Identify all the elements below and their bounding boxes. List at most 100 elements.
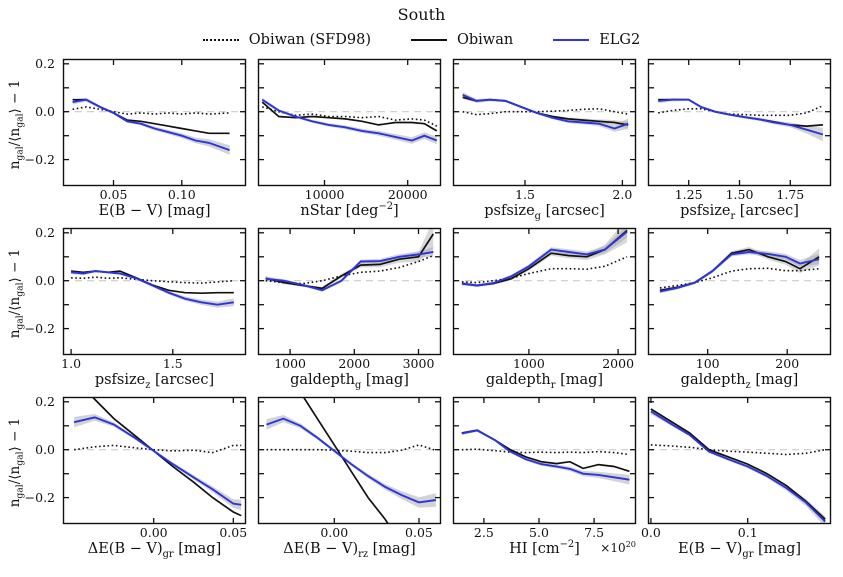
tick-marks	[64, 398, 245, 523]
y-tick-label: 0.2	[35, 224, 55, 240]
elg2-uncertainty-band	[658, 98, 823, 142]
obiwan-sfd98-line	[72, 106, 230, 115]
axes-frame	[62, 58, 247, 187]
x-tick-label: 0.1	[737, 525, 758, 540]
subplot-canvas-psfsize_z	[62, 227, 247, 356]
elg2-line	[462, 94, 629, 130]
subplot-nstar: 10000 20000 nStar [deg−2]	[257, 57, 442, 223]
x-tick-label: 1000	[512, 356, 545, 371]
subplot-canvas-nstar	[257, 58, 442, 187]
axes-frame	[257, 396, 442, 525]
dotted-line-icon	[202, 39, 239, 41]
x-axis-label-ebv: E(B − V) [mag]	[98, 203, 211, 219]
x-axis-label-psfsize_z: psfsizez [arcsec]	[94, 372, 215, 391]
x-axis-label-galdepth_r: galdepthr [mag]	[485, 372, 604, 391]
legend-label-elg2: ELG2	[599, 32, 641, 48]
tick-marks	[649, 60, 830, 185]
subplot-canvas-debv_rz	[257, 396, 442, 525]
obiwan-line	[650, 408, 826, 520]
obiwan-sfd98-line	[659, 267, 820, 289]
figure-title: South	[397, 5, 446, 24]
x-tick-label: 2000	[338, 356, 371, 371]
elg2-uncertainty-band	[74, 414, 242, 511]
subplot-canvas-galdepth_z	[647, 227, 832, 356]
legend-label-sfd98: Obiwan (SFD98)	[248, 32, 371, 48]
axes-frame	[647, 58, 832, 187]
y-tick-label: −0.2	[24, 151, 55, 167]
x-tick-label: 10000	[304, 187, 345, 202]
elg2-uncertainty-band	[262, 97, 437, 145]
elg2-line	[265, 251, 434, 292]
x-tick-label: 7.5	[584, 525, 605, 540]
elg2-uncertainty-band	[71, 269, 234, 308]
x-tick-label: 0.00	[139, 525, 168, 540]
x-tick-label: 1.0	[61, 356, 82, 371]
elg2-line	[650, 410, 826, 523]
subplot-galdepth_r: 1000 2000 galdepthr [mag]	[452, 226, 637, 392]
obiwan-sfd98-line	[266, 444, 437, 454]
x-axis-label-psfsize_r: psfsizer [arcsec]	[680, 203, 799, 222]
x-tick-label: 1000	[274, 356, 306, 371]
x-axis-label-debv_gr: ΔE(B − V)gr [mag]	[87, 541, 222, 560]
y-tick-label: 0.0	[35, 272, 55, 288]
y-tick-label: −0.2	[24, 320, 55, 336]
x-tick-label: 3000	[402, 356, 435, 371]
tick-marks	[64, 229, 245, 354]
subplot-psfsize_g: 1.5 2.0 psfsizeg [arcsec]	[452, 57, 637, 223]
subplot-canvas-ebv	[62, 58, 247, 187]
legend-label-obiwan: Obiwan	[456, 32, 514, 48]
subplot-row-2: 1.0 1.5 psfsizez [arcsec] 0.2 0.0 −0.2 ngal/⟨n…	[6, 226, 843, 392]
obiwan-line	[302, 397, 390, 524]
subplot-canvas-psfsize_g	[452, 58, 637, 187]
tick-marks	[259, 398, 440, 523]
elg2-uncertainty-band	[650, 408, 826, 524]
axes-frame	[647, 227, 832, 356]
axes-frame	[257, 58, 442, 187]
x-axis-label-psfsize_g: psfsizeg [arcsec]	[484, 203, 605, 222]
x-axis-label-hi: HI [cm−2]	[509, 539, 580, 557]
subplot-debv_gr: 0.00 0.05 ΔE(B − V)gr [mag] 0.2 0.0 −0.2 ngal/…	[6, 393, 247, 561]
elg2-line	[73, 416, 242, 506]
y-tick-label: −0.2	[24, 489, 55, 505]
x-axis-label-nstar: nStar [deg−2]	[300, 201, 399, 219]
elg2-line	[461, 230, 628, 287]
x-tick-label: 200	[775, 356, 800, 371]
x-tick-label: 2.0	[612, 187, 633, 202]
subplot-row-3: 0.00 0.05 ΔE(B − V)gr [mag] 0.2 0.0 −0.2 ngal/…	[6, 395, 843, 561]
elg2-uncertainty-band	[461, 228, 628, 287]
x-tick-label: 1.25	[674, 187, 703, 202]
subplot-psfsize_r: 1.25 1.50 1.75 psfsizer [arcsec]	[647, 57, 832, 223]
subplot-canvas-galdepth_r	[452, 227, 637, 356]
elg2-line	[72, 98, 230, 151]
obiwan-line	[91, 397, 242, 517]
subplot-galdepth_g: 1000 2000 3000 galdepthg [mag]	[257, 226, 442, 392]
obiwan-sfd98-line	[261, 106, 438, 127]
subplot-canvas-hi	[452, 396, 637, 525]
x-axis-label-ebv_gr: E(B − V)gr [mag]	[677, 541, 802, 560]
axes-frame	[452, 58, 637, 187]
tick-marks	[649, 398, 830, 523]
elg2-line	[261, 98, 438, 142]
x-tick-label: 0.10	[167, 187, 196, 202]
solid-blue-line-icon	[553, 39, 590, 41]
obiwan-sfd98-line	[73, 444, 242, 454]
elg2-line	[658, 98, 824, 136]
tick-marks	[454, 60, 635, 185]
y-tick-label: 0.2	[35, 393, 55, 409]
axes-frame	[647, 396, 832, 525]
subplot-canvas-psfsize_r	[647, 58, 832, 187]
elg2-uncertainty-band	[266, 415, 436, 508]
x-tick-label: 100	[695, 356, 720, 371]
obiwan-sfd98-line	[461, 256, 628, 284]
axes-frame	[452, 227, 637, 356]
subplot-ebv: 0.05 0.10 E(B − V) [mag] 0.2 0.0 −0.2 ngal/⟨ng…	[6, 55, 247, 223]
x-tick-label: 0.05	[99, 187, 128, 202]
y-tick-label: 0.2	[35, 55, 55, 71]
axes-frame	[257, 227, 442, 356]
tick-marks	[454, 229, 635, 354]
obiwan-sfd98-line	[462, 107, 629, 116]
axes-frame	[62, 396, 247, 525]
subplot-canvas-debv_gr	[62, 396, 247, 525]
y-axis-label: ngal/⟨ngal⟩ − 1	[7, 79, 26, 170]
tick-marks	[649, 229, 830, 354]
